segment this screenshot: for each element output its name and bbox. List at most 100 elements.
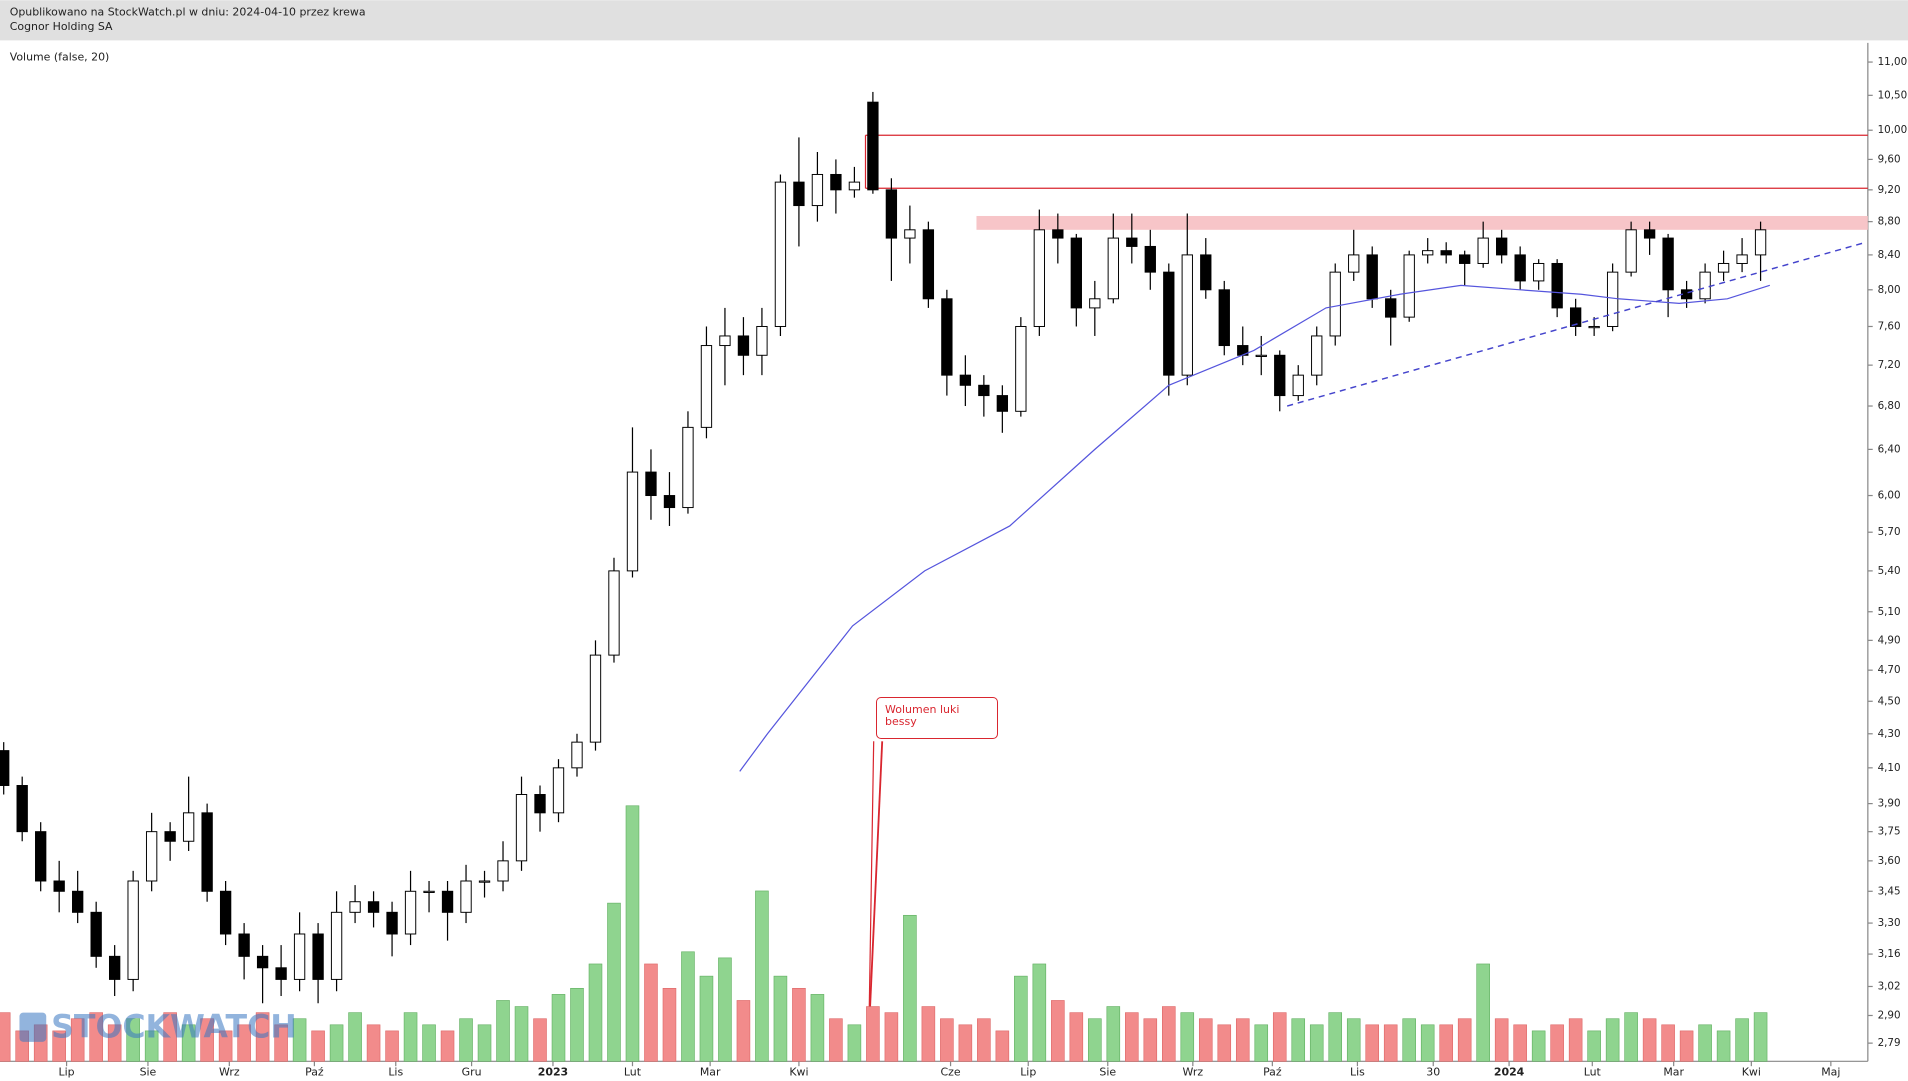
volume-bar: [107, 1024, 122, 1062]
candle-body: [1532, 262, 1545, 282]
candle-body: [608, 570, 620, 656]
volume-bar: [311, 1030, 325, 1062]
y-tick-label: 4,90: [1878, 634, 1901, 646]
candle-body: [811, 173, 824, 207]
y-tick-label: 5,40: [1878, 565, 1901, 577]
candle-body: [978, 384, 990, 397]
candle-body: [219, 890, 232, 935]
x-tick-label: Lis: [388, 1065, 403, 1078]
volume-bar: [1494, 1018, 1509, 1062]
candle-body: [1514, 254, 1526, 282]
volume-bar: [181, 1024, 196, 1062]
candle-body: [1292, 374, 1304, 397]
x-tick-label: Sie: [1099, 1065, 1116, 1078]
volume-bar: [1476, 963, 1490, 1062]
volume-bar: [1513, 1024, 1527, 1062]
watermark-icon: [19, 1012, 47, 1042]
candle-body: [256, 955, 269, 969]
candle-body: [35, 831, 47, 882]
y-tick-label: 4,50: [1878, 695, 1901, 707]
y-tick-label: 7,20: [1878, 359, 1901, 371]
candle-body: [275, 967, 287, 980]
candle-body: [867, 101, 879, 191]
candle-body: [941, 298, 953, 376]
y-tick-label: 8,80: [1878, 216, 1901, 228]
callout: Wolumen luki bessy: [876, 697, 998, 739]
x-tick-label: Gru: [462, 1065, 482, 1078]
candle-body: [1736, 254, 1748, 264]
candle-body: [515, 794, 528, 862]
volume-bar: [52, 1030, 66, 1062]
y-tick-label: 11,00: [1878, 56, 1908, 68]
volume-bar: [1679, 1030, 1694, 1062]
candle-body: [1477, 237, 1489, 264]
candle-body: [478, 880, 491, 883]
volume-bar: [958, 1024, 973, 1062]
y-tick-label: 2,79: [1878, 1037, 1901, 1049]
candle-body: [127, 880, 139, 980]
y-tick-label: 3,30: [1878, 917, 1901, 929]
volume-bar: [514, 1006, 529, 1062]
volume-bar: [422, 1024, 436, 1062]
candle-body: [1717, 262, 1730, 273]
x-tick-label: Wrz: [1183, 1065, 1204, 1078]
volume-bar: [1716, 1030, 1731, 1062]
volume-bar: [496, 1000, 510, 1062]
candle-body: [793, 181, 805, 207]
candle-body: [90, 911, 102, 957]
volume-bar: [1457, 1018, 1472, 1062]
x-tick-label: Lut: [1584, 1065, 1602, 1078]
candle-body: [201, 812, 213, 892]
volume-bar: [1014, 975, 1028, 1062]
candle-body: [1348, 254, 1360, 273]
candle-body: [1274, 354, 1286, 397]
volume-bar: [1051, 1000, 1065, 1062]
candle-body: [1403, 254, 1415, 318]
candle-body: [497, 860, 509, 882]
candle-body: [1070, 237, 1082, 309]
volume-bar: [237, 1024, 251, 1062]
volume-bar: [1162, 1006, 1176, 1062]
volume-bar: [1309, 1024, 1324, 1062]
volume-bar: [89, 1012, 103, 1062]
volume-bar: [1198, 1018, 1213, 1062]
candle-body: [848, 181, 861, 191]
candle-body: [1680, 289, 1693, 300]
watermark-group: STOCKWATCH: [19, 1009, 297, 1045]
x-tick-label: Lip: [59, 1065, 75, 1078]
x-tick-label: Cze: [941, 1065, 961, 1078]
volume-bar: [1125, 1012, 1139, 1062]
volume-bar: [644, 963, 658, 1062]
x-tick-label: Lis: [1350, 1065, 1365, 1078]
candle-body: [885, 189, 898, 239]
volume-bar: [847, 1024, 862, 1062]
candle-body: [959, 374, 972, 386]
volume-bar: [274, 1024, 288, 1062]
candle-body: [1422, 250, 1434, 256]
candle-body: [1052, 229, 1064, 239]
volume-bar: [755, 890, 769, 1062]
candle-body: [367, 901, 380, 913]
y-tick-label: 4,30: [1878, 728, 1901, 740]
candle-body: [145, 831, 158, 882]
candle-body: [1625, 229, 1637, 273]
y-tick-label: 8,40: [1878, 249, 1901, 261]
candle-body: [1033, 229, 1046, 327]
y-tick-label: 10,50: [1878, 89, 1908, 101]
volume-bar: [163, 1012, 177, 1062]
candle-body: [441, 890, 454, 913]
candle-body: [1385, 298, 1397, 318]
candle-body: [1699, 271, 1711, 300]
candle-body: [571, 741, 583, 769]
candle-body: [552, 767, 565, 814]
volume-bar: [829, 1018, 843, 1062]
volume-bar: [1217, 1024, 1232, 1062]
candle-body: [922, 229, 935, 300]
volume-bar: [1180, 1012, 1195, 1062]
volume-bar: [1735, 1018, 1749, 1062]
candle-body: [756, 325, 768, 356]
volume-bar: [810, 994, 825, 1062]
candle-body: [589, 654, 602, 743]
callout-pointer: [867, 741, 884, 1035]
